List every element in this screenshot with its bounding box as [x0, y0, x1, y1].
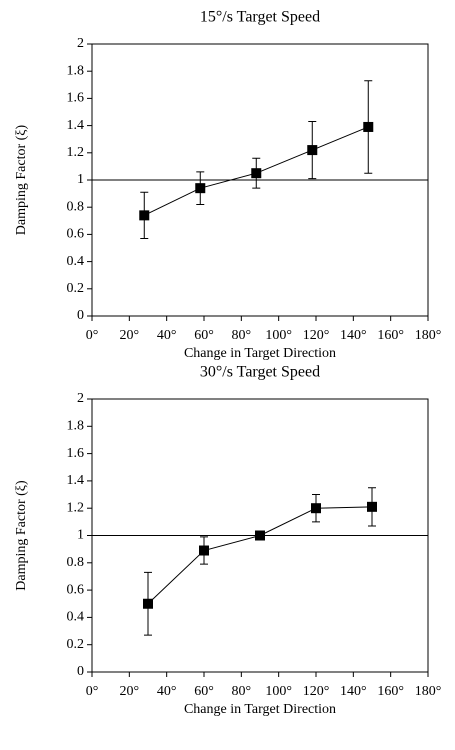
y-tick-label: 0.8	[67, 199, 85, 214]
y-tick-label: 2	[77, 391, 84, 406]
y-tick-label: 1.8	[67, 419, 85, 434]
x-tick-label: 120°	[303, 684, 330, 699]
data-point	[143, 598, 153, 609]
x-tick-label: 60°	[194, 328, 214, 343]
x-tick-label: 100°	[265, 684, 292, 699]
data-point	[195, 183, 206, 194]
y-tick-label: 0.2	[67, 281, 85, 296]
y-tick-label: 1.8	[67, 63, 85, 78]
x-tick-label: 60°	[194, 684, 214, 699]
x-tick-label: 160°	[377, 328, 404, 343]
y-axis-title: Damping Factor (ξ)	[14, 124, 29, 235]
x-tick-label: 120°	[303, 328, 330, 343]
y-tick-label: 2	[77, 36, 84, 51]
y-tick-label: 0.6	[67, 582, 85, 597]
y-tick-label: 1.6	[67, 446, 85, 461]
x-tick-label: 80°	[232, 684, 252, 699]
y-tick-label: 0.8	[67, 555, 85, 570]
x-tick-label: 140°	[340, 684, 367, 699]
y-tick-label: 0	[77, 664, 84, 679]
data-point	[251, 168, 262, 179]
x-tick-label: 20°	[120, 684, 140, 699]
x-tick-label: 0°	[86, 684, 99, 699]
data-point	[199, 545, 209, 556]
y-tick-label: 1.4	[67, 473, 85, 488]
y-tick-label: 1.4	[67, 118, 85, 133]
data-point	[363, 121, 374, 132]
y-axis-title: Damping Factor (ξ)	[14, 480, 29, 591]
x-tick-label: 100°	[265, 328, 292, 343]
y-tick-label: 1.6	[67, 91, 85, 106]
y-tick-label: 0.6	[67, 227, 85, 242]
y-tick-label: 0.2	[67, 637, 85, 652]
x-tick-label: 40°	[157, 328, 177, 343]
x-axis-title: Change in Target Direction	[184, 702, 336, 717]
y-tick-label: 1.2	[67, 145, 85, 160]
y-tick-label: 1	[77, 172, 84, 187]
x-axis-title: Change in Target Direction	[184, 346, 336, 361]
data-point	[307, 145, 318, 156]
x-tick-label: 40°	[157, 684, 177, 699]
y-tick-label: 0.4	[67, 254, 85, 269]
y-tick-label: 1	[77, 528, 84, 543]
chart-title: 15°/s Target Speed	[200, 9, 320, 26]
y-tick-label: 0.4	[67, 610, 85, 625]
y-tick-label: 1.2	[67, 500, 85, 515]
x-tick-label: 140°	[340, 328, 367, 343]
data-line	[147, 506, 373, 605]
x-tick-label: 160°	[377, 684, 404, 699]
data-point	[311, 503, 321, 514]
data-point	[139, 210, 150, 221]
x-tick-label: 180°	[415, 684, 442, 699]
x-tick-label: 180°	[415, 328, 442, 343]
chart-title: 30°/s Target Speed	[200, 364, 320, 381]
data-point	[367, 501, 377, 512]
data-point	[255, 530, 265, 541]
x-tick-label: 80°	[232, 328, 252, 343]
x-tick-label: 20°	[120, 328, 140, 343]
y-tick-label: 0	[77, 308, 84, 323]
x-tick-label: 0°	[86, 328, 99, 343]
